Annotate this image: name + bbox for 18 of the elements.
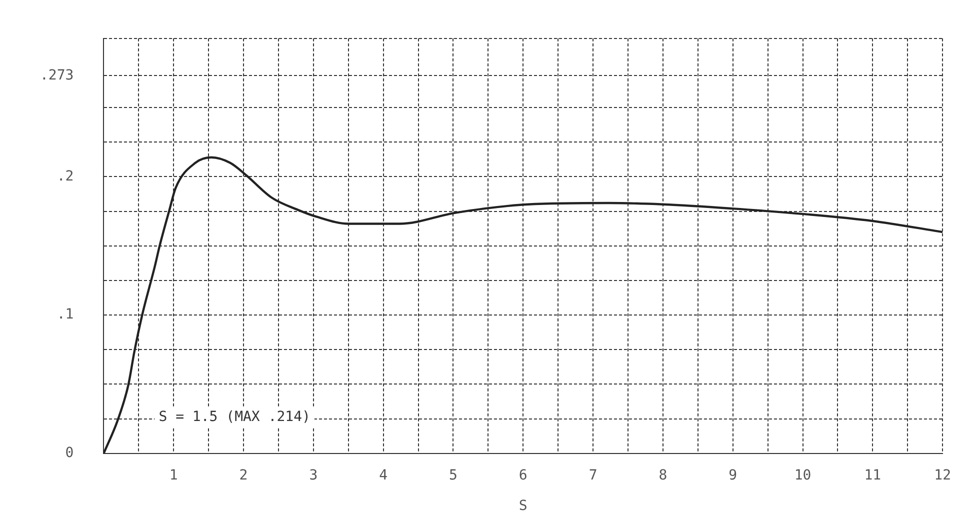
y-tick-label: .273	[40, 67, 74, 84]
x-tick-label: 10	[794, 467, 812, 484]
x-tick-label: 11	[864, 467, 882, 484]
x-axis-title: S	[518, 498, 528, 514]
x-tick-label: 6	[518, 467, 528, 484]
x-tick-label: 1	[169, 467, 178, 484]
x-tick-label: 12	[934, 467, 951, 484]
annotation: S = 1.5 (MAX .214)	[158, 409, 310, 426]
x-tick-label: 9	[728, 467, 738, 484]
y-tick-label: 0	[65, 445, 74, 462]
x-tick-label: 2	[239, 467, 248, 484]
y-tick-label: .2	[56, 168, 74, 184]
y-tick-label: .1	[56, 306, 74, 323]
x-tick-label: 4	[379, 467, 388, 484]
x-tick-label: 7	[588, 467, 598, 484]
x-tick-label: 5	[449, 467, 458, 484]
x-tick-label: 3	[309, 467, 318, 484]
x-tick-label: 8	[658, 467, 668, 484]
